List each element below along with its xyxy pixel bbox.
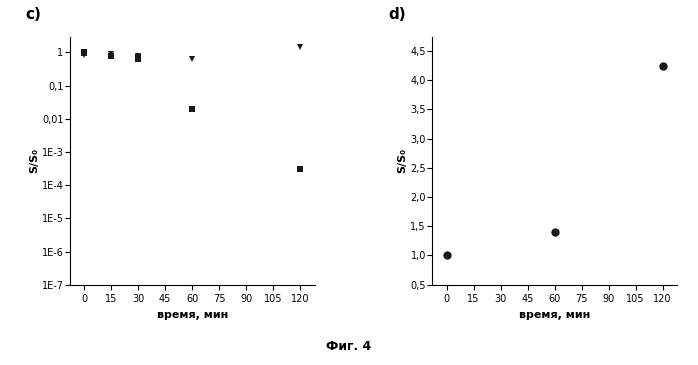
Y-axis label: S/S₀: S/S₀ bbox=[29, 148, 39, 173]
X-axis label: время, мин: время, мин bbox=[519, 310, 591, 320]
Text: Фиг. 4: Фиг. 4 bbox=[327, 341, 371, 353]
Text: c): c) bbox=[26, 7, 42, 22]
Y-axis label: S/S₀: S/S₀ bbox=[398, 148, 408, 173]
X-axis label: время, мин: время, мин bbox=[156, 310, 228, 320]
Text: d): d) bbox=[388, 7, 406, 22]
